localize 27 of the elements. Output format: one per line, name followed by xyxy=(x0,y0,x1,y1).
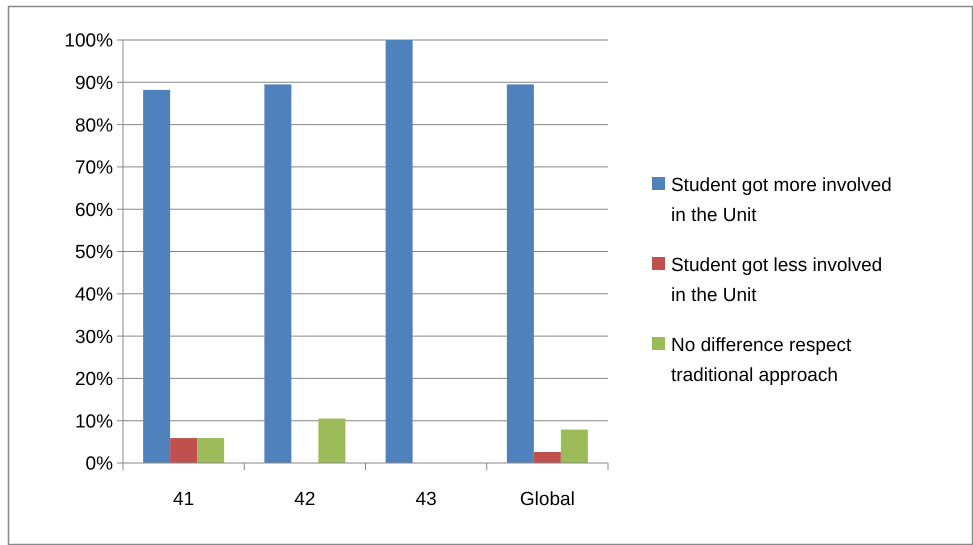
bar xyxy=(560,430,588,463)
y-tick-label: 0% xyxy=(86,454,114,475)
y-tick-label: 90% xyxy=(74,72,114,94)
bar xyxy=(143,90,170,463)
legend-label: Student got more involved in the Unit xyxy=(671,175,892,226)
y-tick-label: 40% xyxy=(74,284,114,306)
legend-label: No difference respect traditional approach xyxy=(671,335,852,386)
y-tick-label: 60% xyxy=(74,200,114,221)
y-tick-label: 70% xyxy=(74,158,114,179)
y-tick-label: 30% xyxy=(74,326,114,348)
bar xyxy=(386,40,413,463)
x-tick-label: 43 xyxy=(416,489,437,510)
legend-label: Student got less involved in the Unit xyxy=(671,255,882,306)
y-tick-label: 10% xyxy=(74,411,114,432)
x-tick-label: 41 xyxy=(173,489,194,510)
bar xyxy=(506,84,534,463)
bar xyxy=(170,438,198,463)
bar xyxy=(318,418,346,463)
y-tick-label: 100% xyxy=(64,30,114,52)
bar xyxy=(264,84,292,463)
x-tick-label: 42 xyxy=(294,489,316,510)
bar xyxy=(197,438,224,463)
bar xyxy=(534,452,561,463)
y-tick-label: 20% xyxy=(74,369,114,390)
y-tick-label: 80% xyxy=(74,115,114,136)
x-tick-label: Global xyxy=(520,489,575,510)
y-tick-label: 50% xyxy=(74,242,114,264)
